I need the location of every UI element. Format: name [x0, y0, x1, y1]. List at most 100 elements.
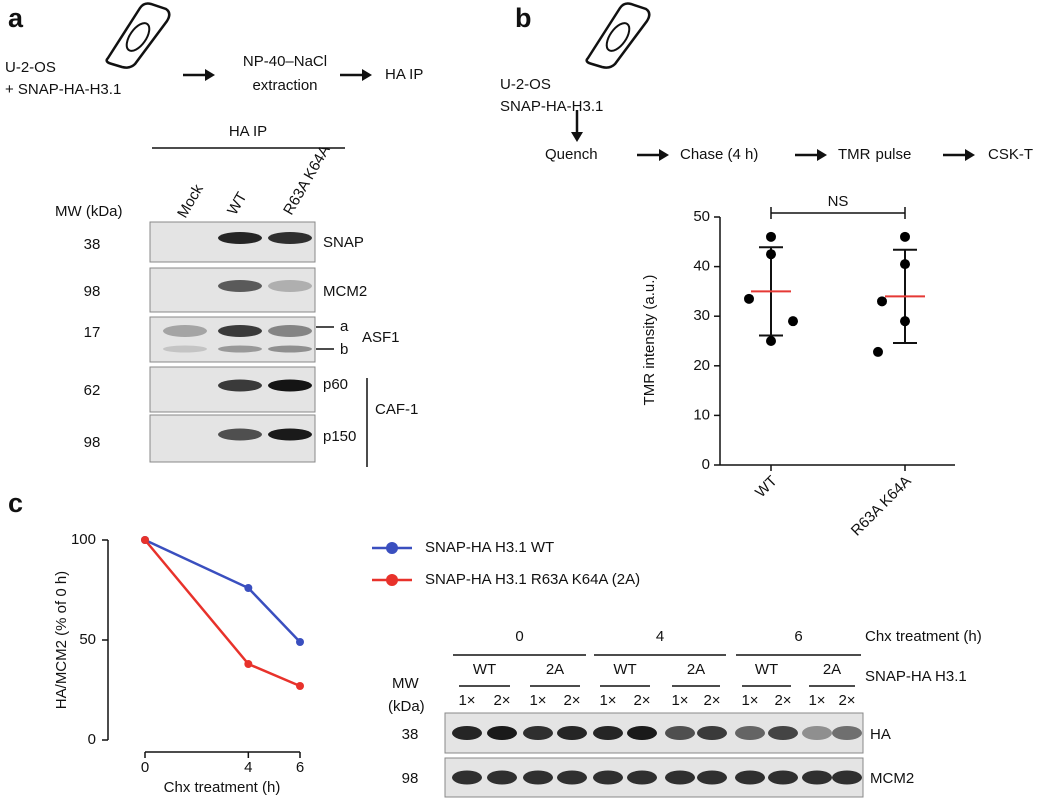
mw-label: 38: [84, 236, 101, 253]
data-point: [296, 638, 304, 646]
blot-band: [487, 770, 517, 785]
band-label: a: [340, 318, 349, 335]
step: CSK-T: [988, 146, 1033, 163]
y-tick-label: 100: [71, 531, 96, 548]
cell-line: + SNAP-HA-H3.1: [5, 81, 121, 98]
cell-line: SNAP-HA-H3.1: [500, 98, 603, 115]
data-point: [766, 249, 776, 260]
arrow-head: [817, 149, 827, 161]
cell-icon: [585, 2, 651, 69]
dose-label: 2×: [563, 692, 580, 709]
mw-label: 38: [402, 726, 419, 743]
blot-band: [697, 726, 727, 740]
significance-label: NS: [828, 193, 849, 210]
legend-label: SNAP-HA H3.1 WT: [425, 539, 554, 556]
step: pulse: [876, 146, 912, 163]
genotype-label: WT: [473, 661, 496, 678]
blot-band: [218, 280, 262, 292]
arrow-head: [362, 69, 372, 81]
blot-band: [832, 770, 862, 785]
panel-label: c: [8, 488, 23, 518]
x-tick-label: 0: [141, 759, 149, 776]
y-axis-title: HA/MCM2 (% of 0 h): [53, 571, 70, 709]
row-label: MCM2: [323, 283, 367, 300]
nucleus-icon: [605, 22, 631, 52]
dose-label: 2×: [633, 692, 650, 709]
data-point: [766, 336, 776, 346]
dose-label: 1×: [808, 692, 825, 709]
genotype-label: 2A: [687, 661, 705, 678]
blot-band: [697, 770, 727, 785]
data-line: [144, 539, 301, 688]
panel-label: b: [515, 3, 532, 33]
step: HA IP: [385, 66, 423, 83]
data-point: [244, 584, 253, 592]
row-label: p60: [323, 376, 348, 393]
mw-label: 98: [84, 283, 101, 300]
mw-label: 17: [84, 324, 101, 341]
genotype-label: WT: [755, 661, 778, 678]
arrow-head: [205, 69, 215, 81]
row-label: SNAP: [323, 234, 364, 251]
data-point: [900, 231, 910, 242]
step: Chase (4 h): [680, 146, 758, 163]
legend-marker: [386, 542, 398, 554]
genotype-label: 2A: [823, 661, 841, 678]
genotype-label: WT: [613, 661, 636, 678]
row-label: HA: [870, 726, 891, 743]
row-label: p150: [323, 428, 356, 445]
y-tick-label: 50: [79, 631, 96, 648]
y-tick-label: 30: [693, 307, 710, 324]
x-tick-label: R63A K64A: [848, 473, 915, 540]
blot-band: [735, 770, 765, 785]
dose-label: 2×: [774, 692, 791, 709]
y-tick-label: 10: [693, 406, 710, 423]
band-label: b: [340, 341, 348, 358]
time-label: 6: [794, 628, 802, 645]
dose-label: 2×: [493, 692, 510, 709]
mw-label: 62: [84, 382, 101, 399]
blot-band: [665, 770, 695, 785]
x-tick-label: 6: [296, 759, 304, 776]
lane-label: R63A K64A: [280, 142, 334, 218]
blot-band: [627, 726, 657, 740]
blot-band: [218, 325, 262, 337]
x-axis-title: Chx treatment (h): [164, 779, 281, 796]
row-label: MCM2: [870, 770, 914, 787]
y-tick-label: 0: [702, 456, 710, 473]
axis-title: Chx treatment (h): [865, 628, 982, 645]
blot-band: [268, 379, 312, 392]
mw-label: 98: [84, 434, 101, 451]
blot-band: [768, 726, 798, 740]
lane-label: Mock: [174, 181, 207, 221]
blot-band: [802, 726, 832, 740]
blot-band: [218, 379, 262, 392]
dose-label: 1×: [458, 692, 475, 709]
blot-band: [268, 345, 312, 353]
y-tick-label: 50: [693, 208, 710, 225]
dose-label: 1×: [529, 692, 546, 709]
mw-title: (kDa): [388, 698, 425, 715]
blot-band: [487, 726, 517, 740]
blot-band: [802, 770, 832, 785]
blot-band: [218, 428, 262, 441]
dose-label: 1×: [671, 692, 688, 709]
blot-band: [452, 726, 482, 740]
blot-header: HA IP: [229, 123, 267, 140]
mw-title: MW (kDa): [55, 203, 123, 220]
blot-band: [523, 770, 553, 785]
data-point: [766, 231, 776, 242]
mw-label: 98: [402, 770, 419, 787]
blot-band: [218, 232, 262, 244]
blot-band: [163, 325, 207, 337]
data-point: [900, 259, 910, 270]
y-tick-label: 0: [88, 731, 96, 748]
blot-band: [557, 770, 587, 785]
data-point: [900, 316, 910, 327]
cell-line: U-2-OS: [500, 76, 551, 93]
blot-band: [557, 726, 587, 740]
y-axis-title: TMR intensity (a.u.): [641, 275, 658, 406]
blot-band: [452, 770, 482, 785]
legend-label: SNAP-HA H3.1 R63A K64A (2A): [425, 571, 640, 588]
